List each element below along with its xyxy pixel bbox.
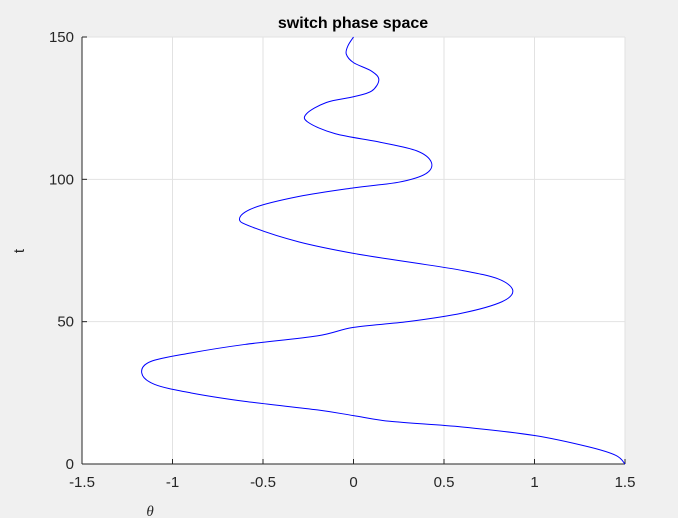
y-ticks: 0 50 100 150: [49, 29, 87, 473]
y-tick-label: 50: [57, 314, 74, 331]
x-tick-label: -1: [166, 474, 179, 491]
y-tick-label: 100: [49, 171, 74, 188]
x-axis-label: θ: [146, 504, 154, 518]
x-tick-label: 0: [349, 474, 357, 491]
x-tick-label: 0.5: [434, 474, 455, 491]
x-tick-label: -1.5: [69, 474, 95, 491]
series-line: [141, 36, 626, 465]
x-tick-label: 1.5: [615, 474, 636, 491]
y-axis-label: t: [11, 248, 28, 253]
x-tick-label: 1: [530, 474, 538, 491]
y-tick-label: 0: [66, 456, 74, 473]
x-ticks: -1.5 -1 -0.5 0 0.5 1 1.5: [69, 459, 635, 491]
series-group: [141, 36, 626, 465]
x-tick-label: -0.5: [250, 474, 276, 491]
y-tick-label: 150: [49, 29, 74, 46]
chart-title: switch phase space: [278, 15, 428, 32]
